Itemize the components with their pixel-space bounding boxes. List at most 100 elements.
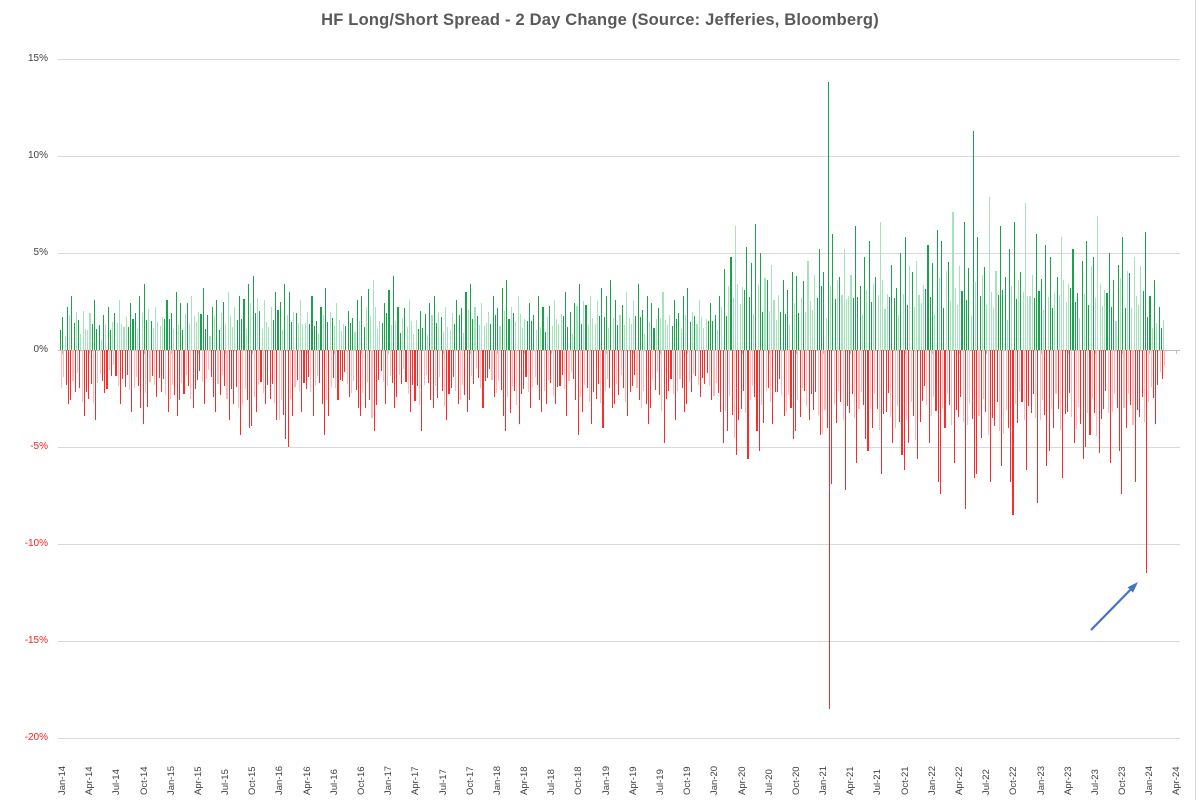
x-axis-tick	[578, 350, 580, 354]
bar-negative	[124, 350, 126, 387]
bar-positive	[365, 307, 367, 350]
bar-negative	[1141, 350, 1143, 397]
bar-positive	[109, 329, 111, 350]
bar-positive	[1088, 304, 1090, 350]
bar-negative	[296, 350, 298, 381]
bar-negative	[520, 350, 522, 395]
bar-negative	[305, 350, 307, 390]
bar-negative	[317, 350, 319, 376]
bar-positive	[223, 302, 225, 350]
bar-positive	[898, 315, 900, 350]
bar-negative	[1030, 350, 1032, 414]
bar-negative	[1014, 350, 1016, 405]
gridline	[58, 59, 1180, 60]
bar-negative	[1060, 350, 1062, 431]
bar-negative	[962, 350, 964, 423]
bar-positive	[796, 276, 798, 350]
bar-positive	[445, 307, 447, 350]
bar-negative	[450, 350, 452, 389]
bar-negative	[387, 350, 389, 386]
x-axis-tick	[197, 350, 199, 354]
x-tick-label-text: Jan-21	[818, 765, 829, 795]
bar-positive	[542, 307, 544, 350]
bar-positive	[540, 327, 542, 350]
bar-positive	[209, 335, 211, 350]
bar-negative	[987, 350, 989, 435]
y-tick-label: 15%	[27, 53, 48, 64]
bar-positive	[1011, 285, 1013, 350]
chart-right-border	[1195, 0, 1196, 800]
bar-negative	[681, 350, 683, 388]
x-axis-tick	[986, 350, 988, 354]
bar-positive	[673, 299, 675, 350]
bar-negative	[240, 350, 242, 436]
bar-negative	[1062, 350, 1064, 479]
bar-negative	[380, 350, 382, 371]
bar-positive	[300, 299, 302, 350]
bar-negative	[251, 350, 253, 426]
bar-negative	[627, 350, 629, 416]
x-axis-tick	[279, 350, 281, 354]
bar-negative	[1107, 350, 1109, 414]
bar-positive	[823, 272, 825, 350]
bar-positive	[574, 303, 576, 350]
bar-negative	[489, 350, 491, 370]
x-tick-label: Jul-23	[1090, 769, 1116, 808]
x-axis-tick	[89, 350, 91, 354]
bar-negative	[475, 350, 477, 370]
bar-negative	[600, 350, 602, 403]
bar-positive	[198, 311, 200, 350]
bar-positive	[127, 327, 130, 350]
bar-negative	[971, 350, 973, 420]
x-tick-label-text: Jul-15	[220, 769, 232, 795]
bar-negative	[982, 350, 985, 400]
bar-negative	[154, 350, 156, 385]
bar-positive	[1022, 291, 1024, 350]
bar-negative	[525, 350, 527, 377]
bar-negative	[661, 350, 663, 412]
bar-positive	[533, 315, 535, 350]
bar-positive	[621, 304, 623, 350]
bar-positive	[904, 237, 906, 350]
bar-negative	[491, 350, 493, 380]
y-tick-label: -10%	[24, 538, 48, 549]
bar-positive	[1135, 295, 1137, 350]
bar-positive	[73, 322, 75, 350]
bar-negative	[595, 350, 597, 399]
bar-negative	[896, 350, 898, 406]
bar-negative	[890, 350, 892, 418]
bar-positive	[882, 280, 884, 350]
bar-negative	[507, 350, 509, 398]
bar-positive	[599, 315, 601, 350]
bar-positive	[141, 312, 143, 350]
bar-positive	[315, 320, 318, 350]
bar-positive	[671, 325, 673, 350]
bar-negative	[407, 350, 409, 394]
bar-negative	[255, 350, 257, 413]
bar-positive	[250, 303, 252, 350]
bar-negative	[1116, 350, 1118, 408]
x-tick-label: Jan-16	[274, 766, 303, 808]
bar-negative	[806, 350, 808, 406]
bar-positive	[132, 319, 134, 350]
bar-positive	[195, 322, 197, 350]
x-axis-tick	[714, 350, 716, 354]
x-tick-label-text: Jul-14	[111, 769, 123, 795]
bar-positive	[1147, 317, 1149, 350]
bar-positive	[977, 237, 979, 350]
bar-negative	[448, 350, 450, 395]
bar-positive	[814, 275, 816, 350]
bar-negative	[1023, 350, 1025, 421]
bar-negative	[826, 350, 828, 428]
bar-positive	[372, 280, 374, 350]
bar-positive	[793, 303, 795, 350]
bar-negative	[770, 350, 772, 402]
bar-negative	[921, 350, 923, 402]
bar-positive	[1097, 216, 1099, 350]
x-tick-label-text: Oct-22	[1008, 766, 1020, 795]
x-tick-label: Jul-18	[546, 769, 572, 808]
bar-negative	[233, 350, 235, 404]
bar-positive	[755, 223, 757, 350]
bar-negative	[249, 350, 251, 428]
bar-negative	[674, 350, 677, 420]
